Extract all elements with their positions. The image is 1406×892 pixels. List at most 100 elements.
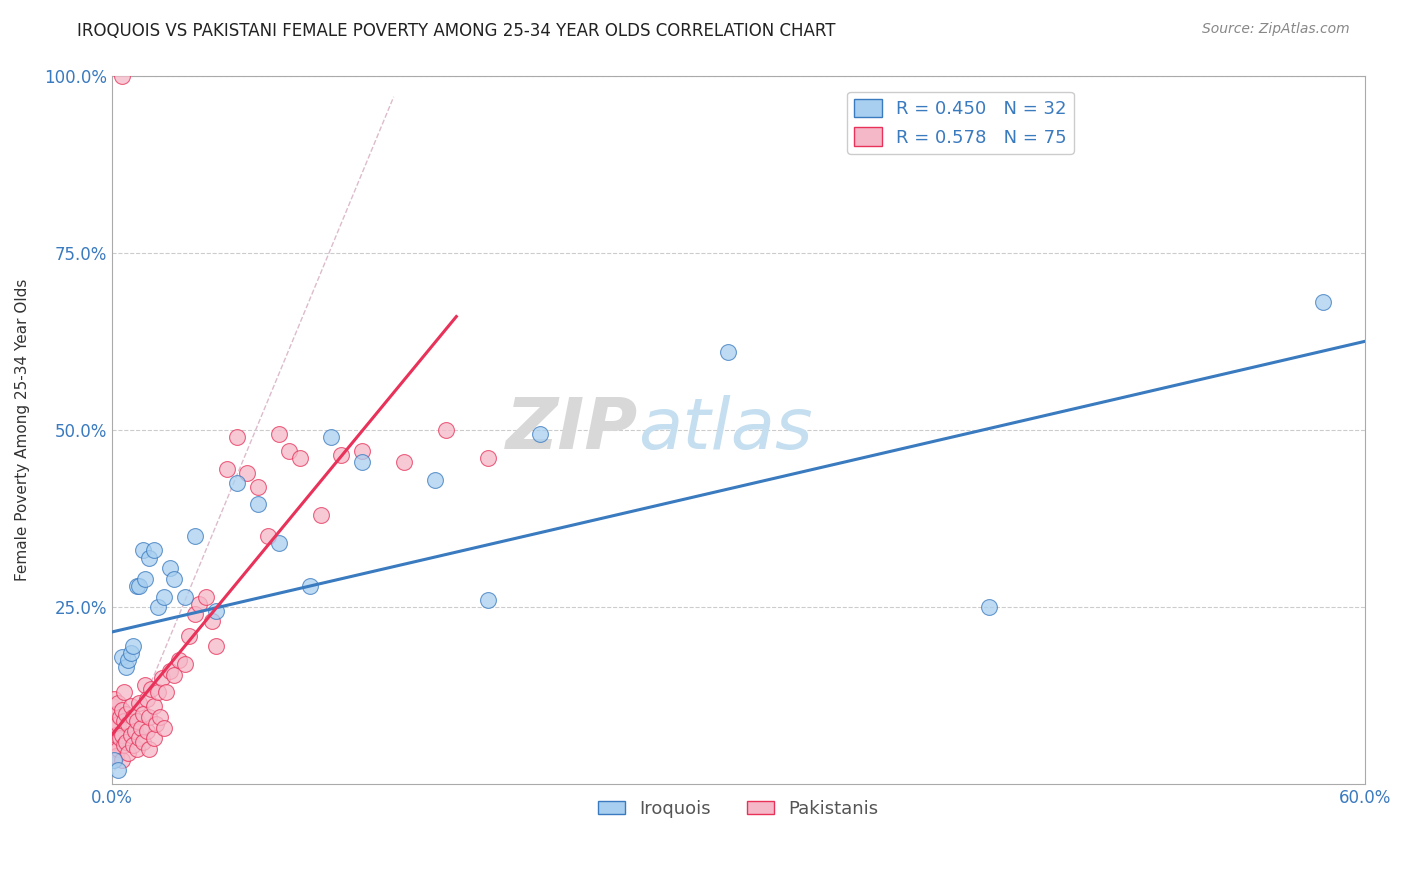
Point <box>392 455 415 469</box>
Point <box>1312 295 1334 310</box>
Point <box>159 561 181 575</box>
Point <box>146 600 169 615</box>
Point <box>138 710 160 724</box>
Point <box>177 629 200 643</box>
Point <box>111 703 134 717</box>
Point <box>188 597 211 611</box>
Point <box>111 753 134 767</box>
Point <box>112 714 135 728</box>
Point <box>246 480 269 494</box>
Point <box>107 742 129 756</box>
Point <box>236 466 259 480</box>
Point <box>125 742 148 756</box>
Y-axis label: Female Poverty Among 25-34 Year Olds: Female Poverty Among 25-34 Year Olds <box>15 279 30 582</box>
Point <box>163 572 186 586</box>
Point <box>120 728 142 742</box>
Point <box>104 728 127 742</box>
Point <box>103 753 125 767</box>
Point <box>136 692 159 706</box>
Point <box>117 746 139 760</box>
Legend: Iroquois, Pakistanis: Iroquois, Pakistanis <box>591 793 886 825</box>
Point <box>159 664 181 678</box>
Point <box>425 473 447 487</box>
Point <box>142 731 165 746</box>
Point <box>112 685 135 699</box>
Point <box>173 590 195 604</box>
Point <box>128 731 150 746</box>
Point <box>153 590 176 604</box>
Point <box>121 710 143 724</box>
Point <box>529 426 551 441</box>
Point <box>215 462 238 476</box>
Point <box>120 646 142 660</box>
Text: ZIP: ZIP <box>506 395 638 465</box>
Point <box>267 536 290 550</box>
Point <box>134 678 156 692</box>
Point <box>115 706 138 721</box>
Point <box>104 749 127 764</box>
Point <box>226 430 249 444</box>
Point <box>267 426 290 441</box>
Point <box>477 593 499 607</box>
Point <box>124 724 146 739</box>
Point <box>117 653 139 667</box>
Point <box>111 649 134 664</box>
Point <box>125 579 148 593</box>
Point <box>352 455 374 469</box>
Point <box>226 476 249 491</box>
Point <box>132 735 155 749</box>
Point <box>173 657 195 671</box>
Point <box>319 430 342 444</box>
Point <box>100 721 122 735</box>
Point <box>117 717 139 731</box>
Point <box>142 699 165 714</box>
Point <box>150 671 173 685</box>
Point <box>129 721 152 735</box>
Point <box>111 728 134 742</box>
Point <box>194 590 217 604</box>
Point <box>108 710 131 724</box>
Point <box>103 692 125 706</box>
Point <box>330 448 353 462</box>
Point <box>184 529 207 543</box>
Point <box>141 681 163 696</box>
Point <box>288 451 311 466</box>
Point <box>132 706 155 721</box>
Point <box>115 660 138 674</box>
Point <box>104 706 127 721</box>
Point <box>121 739 143 753</box>
Point <box>352 444 374 458</box>
Text: IROQUOIS VS PAKISTANI FEMALE POVERTY AMONG 25-34 YEAR OLDS CORRELATION CHART: IROQUOIS VS PAKISTANI FEMALE POVERTY AMO… <box>77 22 835 40</box>
Point <box>136 724 159 739</box>
Point <box>299 579 322 593</box>
Point <box>717 345 740 359</box>
Point <box>184 607 207 622</box>
Point <box>142 543 165 558</box>
Point <box>112 739 135 753</box>
Point <box>201 615 224 629</box>
Point <box>100 699 122 714</box>
Point <box>107 764 129 778</box>
Point <box>153 721 176 735</box>
Point <box>155 685 177 699</box>
Point <box>278 444 301 458</box>
Point <box>167 653 190 667</box>
Point <box>128 579 150 593</box>
Point <box>134 572 156 586</box>
Point <box>128 696 150 710</box>
Point <box>434 423 457 437</box>
Point <box>246 497 269 511</box>
Point <box>125 714 148 728</box>
Text: Source: ZipAtlas.com: Source: ZipAtlas.com <box>1202 22 1350 37</box>
Text: atlas: atlas <box>638 395 813 465</box>
Point <box>149 710 172 724</box>
Point <box>115 735 138 749</box>
Point <box>103 735 125 749</box>
Point <box>132 543 155 558</box>
Point <box>108 731 131 746</box>
Point <box>205 639 228 653</box>
Point <box>163 667 186 681</box>
Point <box>107 717 129 731</box>
Point <box>103 714 125 728</box>
Point <box>205 604 228 618</box>
